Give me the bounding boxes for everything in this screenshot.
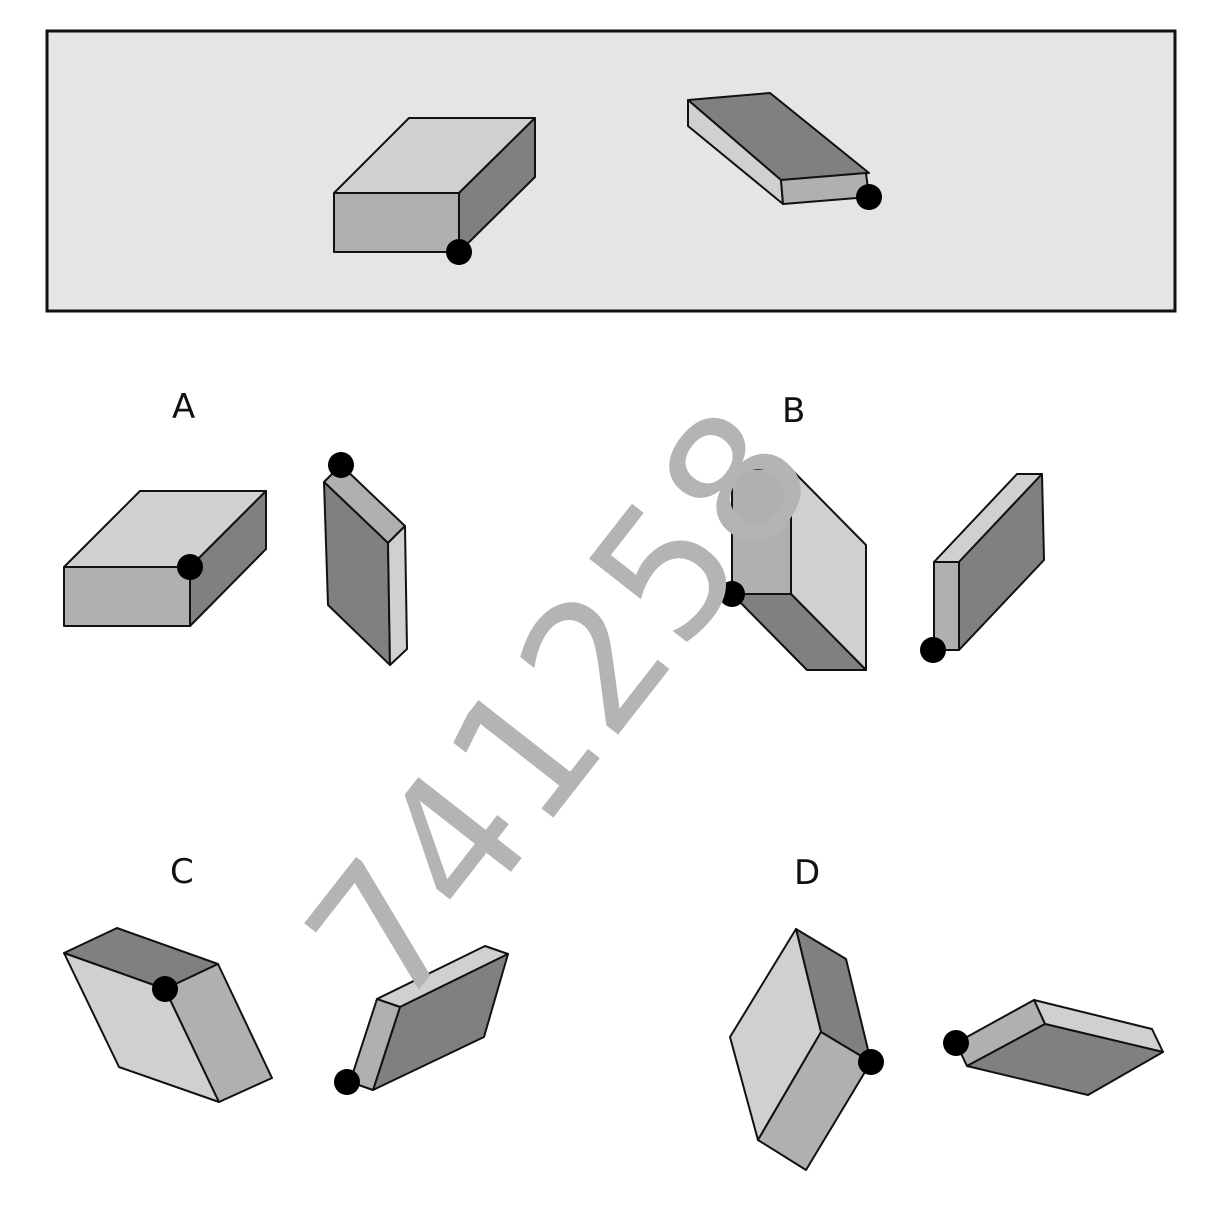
option-d-right-marker-dot: [943, 1030, 969, 1056]
prompt-left-marker-dot: [446, 239, 472, 265]
option-d[interactable]: D: [729, 853, 1164, 1171]
option-b-left-marker-dot: [719, 581, 745, 607]
option-b-box-right: [920, 473, 1045, 663]
option-b-label: B: [782, 391, 805, 431]
prompt-panel: [45, 29, 1177, 313]
option-a-box-right: [323, 452, 408, 666]
option-c-label: C: [170, 852, 194, 892]
prompt-panel-background: [45, 29, 1177, 313]
prompt-right-marker-dot: [856, 184, 882, 210]
option-d-left-marker-dot: [858, 1049, 884, 1075]
option-b-right-marker-dot: [920, 637, 946, 663]
prompt-box-left: [333, 117, 536, 265]
option-c-box-right: [334, 945, 509, 1095]
option-c-left-marker-dot: [152, 976, 178, 1002]
option-b-box-left: [719, 468, 867, 671]
option-d-label: D: [794, 853, 820, 893]
option-a-label: A: [172, 387, 195, 427]
option-a-right-marker-dot: [328, 452, 354, 478]
option-c-right-marker-dot: [334, 1069, 360, 1095]
option-b[interactable]: B: [719, 391, 1045, 671]
option-a-box-left: [63, 490, 267, 627]
watermark-text: 741258: [268, 372, 856, 1042]
option-c-box-left: [63, 927, 273, 1103]
option-d-box-right: [943, 999, 1164, 1096]
option-a-left-marker-dot: [177, 554, 203, 580]
option-c[interactable]: C: [63, 852, 509, 1103]
prompt-box-right: [687, 92, 882, 210]
option-a[interactable]: A: [63, 387, 408, 666]
option-d-box-left: [729, 928, 884, 1171]
